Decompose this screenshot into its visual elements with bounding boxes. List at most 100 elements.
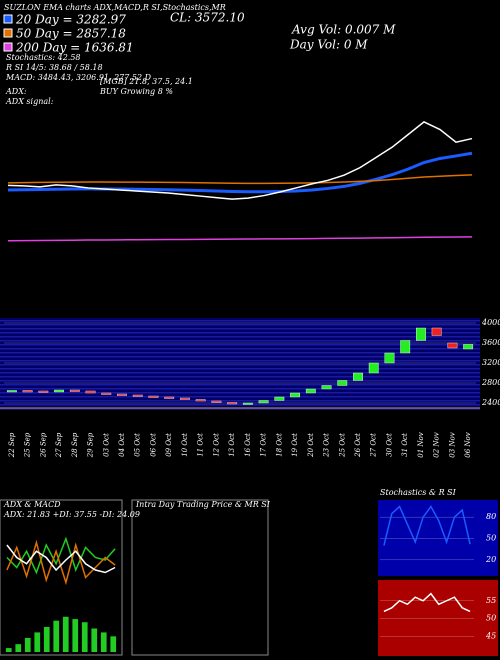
candle [353,372,363,381]
x-tick-label: 11 Oct [197,433,205,457]
bar [62,616,69,652]
stochastics: Stochastics: 42.58 [6,53,81,62]
close: CL: 3572.10 [170,11,245,25]
x-tick-label: 27 Oct [370,433,378,458]
bar [110,636,117,652]
y-tick-label: 4000 [481,318,500,327]
y-tick-label: 2800 [481,378,500,387]
candle [69,389,80,392]
line-series [7,236,473,242]
candle [38,390,49,393]
candle [321,385,332,390]
legend-label: 20 Day = 3282.97 [15,13,126,27]
candle [274,396,285,401]
candle [242,402,253,405]
y-tick-label: 50 [486,534,496,543]
adx-values: [MGB] 21.8, 37.5, 24.1 [100,77,193,86]
line-series [383,505,471,546]
candle [431,327,442,336]
adx: ADX: [5,87,27,96]
bar [15,644,22,652]
avg-vol: Avg Vol: 0.007 M [291,23,396,37]
bar [53,620,60,652]
candle [400,340,411,354]
bar [100,632,107,652]
line-series [6,536,116,575]
candle [164,396,175,399]
x-tick-label: 26 Sep [39,432,47,458]
legend-swatch [3,42,13,52]
candle [101,392,112,395]
x-tick-label: 22 Sep [8,432,16,458]
y-tick-label: 3600 [482,338,500,347]
candle [6,390,17,393]
line-series [383,592,471,613]
x-tick-label: 20 Oct [307,433,315,458]
line-series [7,151,473,194]
line-series [7,121,473,200]
x-tick-label: 09 Oct [165,433,173,457]
candle [180,397,190,400]
y-tick-label: 45 [485,631,496,640]
signal: BUY Growing 8 % [99,87,173,96]
x-tick-label: 31 Oct [401,433,409,457]
day-vol: Day Vol: 0 M [289,38,368,52]
candle [195,399,206,402]
adx-panel [0,499,123,656]
candle [148,395,159,398]
legend-swatch [3,14,13,24]
candle [132,394,143,397]
x-tick-label: 04 Oct [118,433,126,457]
stoch-panel [378,500,498,576]
bar [72,619,79,652]
x-tick-label: 16 Oct [244,433,252,457]
candle [117,393,127,396]
x-tick-label: 03 Oct [102,433,110,457]
candle [447,342,458,349]
x-tick-label: 10 Oct [181,433,189,457]
candle [54,389,64,393]
legend-label: 50 Day = 2857.18 [16,27,126,41]
y-tick-label: 3200 [482,358,500,367]
x-tick-label: 06 Nov [464,432,472,457]
y-tick-label: 80 [486,512,496,521]
macd: MACD: 3484.43, 3206.91, 277.52 D [5,73,152,82]
x-tick-label: 18 Oct [275,433,283,457]
y-tick-label: 20 [485,555,496,564]
candle [22,390,33,393]
x-tick-label: 03 Nov [448,432,456,457]
x-tick-label: 30 Oct [385,433,393,457]
y-tick-label: 2400 [481,398,500,407]
candle [227,402,238,405]
legend-label: 200 Day = 1636.81 [15,41,134,55]
bar [24,637,31,652]
y-tick-label: 55 [486,596,496,605]
candle [384,352,395,364]
x-tick-label: 25 Oct [338,433,346,458]
panel-subtitle: ADX: 21.83 +DI: 37.55 -DI: 24.09 [3,510,140,519]
bar [43,626,50,652]
header-title: SUZLON EMA charts ADX,MACD,R SI,Stochast… [4,3,226,12]
panel-title: Stochastics & R SI [380,488,457,497]
candle [258,400,269,404]
candle-pane [0,318,480,410]
candle [463,344,474,350]
line-series [6,544,116,574]
x-tick-label: 26 Oct [354,433,362,458]
x-tick-label: 28 Sep [71,432,79,458]
bar [91,628,98,652]
candle [337,380,348,386]
x-tick-label: 01 Nov [417,432,425,457]
panel-title: ADX & MACD [3,500,61,509]
x-tick-label: 02 Nov [433,432,441,457]
rsi: R SI 14/5: 38.68 / 58.18 [5,63,103,72]
x-tick-label: 23 Oct [323,433,331,458]
x-tick-label: 17 Oct [260,433,268,457]
x-tick-label: 05 Oct [134,433,142,457]
candle [416,327,426,341]
y-tick-label: 50 [486,614,496,623]
bar [34,632,41,652]
x-tick-label: 06 Oct [149,433,157,457]
line-series [7,174,473,185]
